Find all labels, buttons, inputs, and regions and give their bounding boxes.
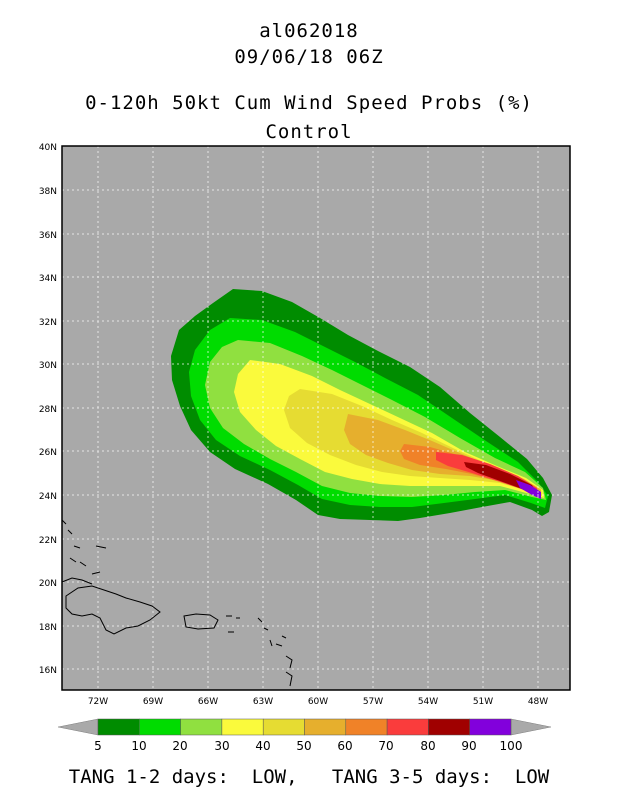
lon-label: 69W (143, 697, 163, 707)
lat-label: 20N (39, 579, 57, 589)
coastlines (61, 519, 293, 687)
lon-label: 72W (88, 697, 108, 707)
colorbar-label: 5 (94, 739, 102, 753)
colorbar-label: 90 (461, 739, 476, 753)
lon-label: 57W (363, 697, 383, 707)
lat-label: 22N (39, 536, 57, 546)
contour-90 (516, 480, 541, 499)
colorbar-swatch (180, 718, 223, 736)
lat-label: 38N (39, 187, 57, 197)
colorbar-label: 40 (255, 739, 270, 753)
member-title: Control (265, 121, 353, 143)
lat-labels: 40N 38N 36N 34N 32N 30N 28N 26N 24N 22N … (39, 143, 57, 676)
colorbar-label: 100 (500, 739, 523, 753)
coast-hispaniola (65, 585, 161, 635)
lat-label: 26N (39, 448, 57, 458)
coast-puerto-rico (183, 613, 219, 630)
lat-label: 30N (39, 361, 57, 371)
product-title: 0-120h 50kt Cum Wind Speed Probs (%) (85, 92, 533, 114)
storm-id-title: al062018 (259, 20, 359, 42)
lat-lon-grid (62, 146, 570, 690)
colorbar-label: 70 (378, 739, 393, 753)
lon-label: 48W (528, 697, 548, 707)
colorbar-swatch (304, 718, 347, 736)
datetime-title: 09/06/18 06Z (234, 46, 384, 68)
colorbar-label: 80 (420, 739, 435, 753)
lat-label: 18N (39, 623, 57, 633)
lon-label: 60W (308, 697, 328, 707)
tang-footer: TANG 1-2 days: LOW, TANG 3-5 days: LOW (68, 766, 550, 788)
lat-label: 34N (39, 274, 57, 284)
colorbar-label: 10 (131, 739, 146, 753)
colorbar-swatch (386, 718, 429, 736)
lon-label: 63W (253, 697, 273, 707)
coast-cuba-edge (61, 577, 93, 585)
colorbar-swatch (221, 718, 264, 736)
lon-label: 54W (418, 697, 438, 707)
lon-label: 51W (473, 697, 493, 707)
lat-label: 32N (39, 318, 57, 328)
colorbar-swatch (345, 718, 388, 736)
colorbar-label: 20 (172, 739, 187, 753)
map-border (61, 145, 571, 691)
lat-label: 36N (39, 231, 57, 241)
colorbar-swatch (262, 718, 305, 736)
lat-label: 28N (39, 405, 57, 415)
colorbar-swatch (428, 718, 470, 736)
colorbar-label: 60 (337, 739, 352, 753)
lat-label: 16N (39, 666, 57, 676)
colorbar-left-arrow (57, 718, 99, 736)
colorbar-label: 30 (214, 739, 229, 753)
colorbar-swatch (97, 718, 140, 736)
colorbar-label: 50 (296, 739, 311, 753)
coast-lesser-antilles (257, 617, 293, 687)
colorbar-right-arrow (510, 718, 552, 736)
contour-80 (464, 462, 536, 493)
lon-labels: 72W 69W 66W 63W 60W 57W 54W 51W 48W (88, 697, 548, 707)
lat-label: 24N (39, 492, 57, 502)
probability-contours (171, 289, 552, 521)
lon-label: 66W (198, 697, 218, 707)
colorbar-swatch (139, 718, 181, 736)
coast-bahamas (61, 519, 107, 575)
lat-label: 40N (39, 143, 57, 153)
colorbar: 5 10 20 30 40 50 60 70 80 90 100 (57, 718, 552, 753)
coast-virgin-islands (226, 615, 240, 633)
colorbar-boxes (97, 718, 512, 736)
colorbar-swatch (469, 718, 512, 736)
